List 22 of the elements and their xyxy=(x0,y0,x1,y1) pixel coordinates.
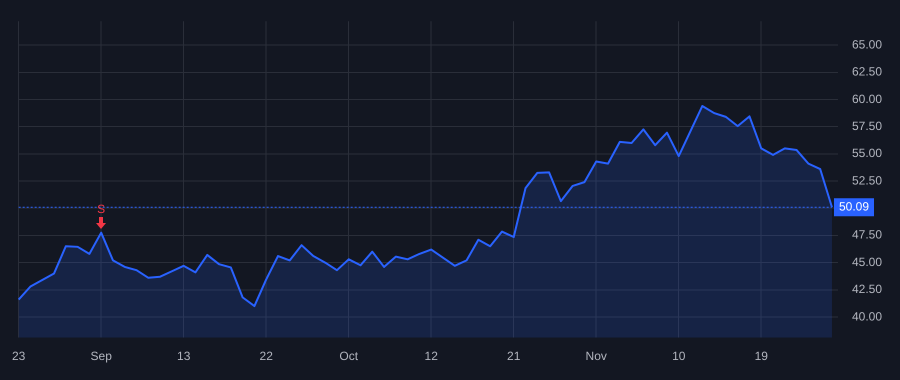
x-tick-label: 13 xyxy=(177,349,191,364)
y-tick-label: 45.00 xyxy=(852,254,882,269)
x-tick-label: 21 xyxy=(507,349,521,364)
y-tick-label: 47.50 xyxy=(852,228,882,242)
x-tick-label: 19 xyxy=(754,349,768,364)
annotation: S xyxy=(97,202,106,216)
y-tick-label: 62.50 xyxy=(852,64,882,79)
y-tick-label: 65.00 xyxy=(852,37,882,52)
x-tick-label: 10 xyxy=(672,349,686,364)
x-tick-label: 12 xyxy=(424,349,438,364)
y-tick-label: 60.00 xyxy=(852,92,882,106)
y-tick-label: 42.50 xyxy=(852,282,882,296)
y-tick-label: 57.50 xyxy=(852,118,882,133)
y-tick-label: 52.50 xyxy=(852,173,882,188)
x-tick-label: Oct xyxy=(339,349,359,364)
x-tick-label: 22 xyxy=(260,349,274,364)
ref-line-label: 50.09 xyxy=(838,200,870,214)
y-tick-label: 55.00 xyxy=(852,146,882,160)
x-tick-label: Sep xyxy=(90,349,112,364)
x-tick-label: Nov xyxy=(586,349,607,364)
y-tick-label: 40.00 xyxy=(852,309,882,324)
x-tick-label: 23 xyxy=(12,349,26,364)
